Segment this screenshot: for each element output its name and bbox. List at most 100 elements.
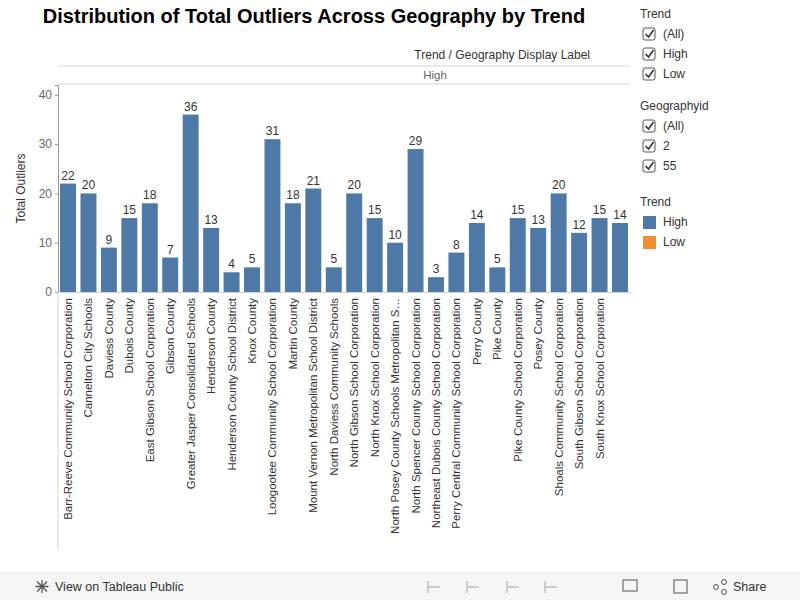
bar <box>203 228 219 292</box>
legend-entry[interactable]: Low <box>643 235 685 249</box>
x-tick-label: Posey County <box>532 298 544 370</box>
checkbox[interactable] <box>643 28 655 40</box>
checkmark <box>646 162 654 169</box>
data-label: 7 <box>167 243 174 257</box>
x-tick-label: South Gibson School Corporation <box>573 298 585 469</box>
data-label: 14 <box>613 208 627 222</box>
checkbox[interactable] <box>643 68 655 80</box>
footer-border <box>0 573 800 574</box>
checkbox[interactable] <box>643 140 655 152</box>
filter-option[interactable]: 55 <box>643 159 677 173</box>
bar <box>448 253 464 292</box>
toolbar-icon[interactable] <box>428 581 440 593</box>
x-tick-label: Knox County <box>246 298 258 364</box>
bar <box>244 267 260 292</box>
fullscreen-icon[interactable] <box>674 580 687 593</box>
bar <box>469 223 485 292</box>
filter-title: Geographyid <box>640 99 709 113</box>
y-tick-label: 10 <box>39 236 53 250</box>
data-label: 20 <box>348 178 362 192</box>
data-label: 15 <box>593 203 607 217</box>
y-tick-label: 20 <box>39 187 53 201</box>
toolbar-icon[interactable] <box>507 581 519 593</box>
data-label: 12 <box>572 218 586 232</box>
bar <box>101 248 117 292</box>
data-label: 5 <box>249 252 256 266</box>
download-icon[interactable] <box>623 580 637 591</box>
checkbox[interactable] <box>643 48 655 60</box>
x-tick: Pike County School Corporation <box>512 292 524 462</box>
checkmark <box>646 30 654 37</box>
data-label: 29 <box>409 134 423 148</box>
share-icon <box>714 585 719 590</box>
bar <box>162 258 178 293</box>
filter-option[interactable]: Low <box>643 67 685 81</box>
data-label: 18 <box>143 188 157 202</box>
filter-option-label[interactable]: (All) <box>663 119 684 133</box>
filter-option[interactable]: 2 <box>643 139 670 153</box>
bar <box>571 233 587 292</box>
filter-option-label[interactable]: 2 <box>663 139 670 153</box>
x-tick: Henderson County <box>205 292 217 394</box>
checkbox[interactable] <box>643 160 655 172</box>
data-label: 22 <box>61 169 75 183</box>
facet-border <box>58 66 630 67</box>
data-label: 5 <box>330 252 337 266</box>
x-tick: Mount Vernon Metropolitan School Distric… <box>307 292 319 513</box>
x-tick-label: Shoals Community School Corporation <box>553 298 565 496</box>
data-label: 20 <box>552 178 566 192</box>
x-axis: Barr-Reeve Community School CorporationC… <box>59 292 631 534</box>
y-tick-label: 0 <box>45 285 52 299</box>
x-tick: Daviess County <box>103 292 115 379</box>
tableau-link-text[interactable]: View on Tableau Public <box>55 580 184 594</box>
bar <box>305 189 321 293</box>
filter-option-label[interactable]: High <box>663 47 688 61</box>
data-label: 3 <box>433 262 440 276</box>
tableau-icon <box>36 580 49 593</box>
share-button[interactable]: Share <box>714 580 767 595</box>
x-tick-label: Northeast Dubois County School Corporati… <box>430 298 442 528</box>
data-label: 10 <box>388 228 402 242</box>
filter-option-label[interactable]: Low <box>663 67 685 81</box>
bar <box>183 115 199 292</box>
bar <box>60 184 76 292</box>
toolbar-icon[interactable] <box>545 581 557 593</box>
bar <box>408 149 424 292</box>
x-tick: Loogootee Community School Corporation <box>266 292 278 515</box>
checkmark <box>646 70 654 77</box>
filter-option[interactable]: (All) <box>643 27 684 41</box>
bar <box>489 267 505 292</box>
x-tick-label: Perry County <box>471 298 483 365</box>
data-label: 15 <box>511 203 525 217</box>
legend-swatch <box>643 236 656 249</box>
x-tick: North Gibson School Corporation <box>348 292 360 467</box>
checkbox[interactable] <box>643 120 655 132</box>
x-tick-label: Perry Central Community School Corporati… <box>450 298 462 529</box>
y-axis-title: Total Outliers <box>14 153 28 223</box>
data-label: 8 <box>453 238 460 252</box>
legend-label: Low <box>663 235 685 249</box>
x-tick: Gibson County <box>164 292 176 374</box>
filter-option-label[interactable]: (All) <box>663 27 684 41</box>
filter-option[interactable]: (All) <box>643 119 684 133</box>
data-label: 15 <box>123 203 137 217</box>
bar <box>510 218 526 292</box>
y-tick: 20 <box>39 187 58 201</box>
legend-swatch <box>643 216 656 229</box>
legend-title: Trend <box>640 195 671 209</box>
x-tick: Dubois County <box>123 292 135 373</box>
data-label: 18 <box>286 188 300 202</box>
tableau-link[interactable]: View on Tableau Public <box>36 580 184 594</box>
data-label: 13 <box>204 213 218 227</box>
toolbar-icon[interactable] <box>467 581 479 593</box>
bar <box>592 218 608 292</box>
x-tick-label: Greater Jasper Consolidated Schools <box>185 298 197 489</box>
x-tick-label: East Gibson School Corporation <box>144 298 156 462</box>
share-text[interactable]: Share <box>733 580 766 594</box>
filter-option-label[interactable]: 55 <box>663 159 677 173</box>
x-tick-label: Henderson County <box>205 298 217 394</box>
legend-entry[interactable]: High <box>643 215 688 229</box>
x-tick-label: Pike County <box>491 298 503 360</box>
filter-option[interactable]: High <box>643 47 688 61</box>
facet-label: High <box>423 69 447 81</box>
